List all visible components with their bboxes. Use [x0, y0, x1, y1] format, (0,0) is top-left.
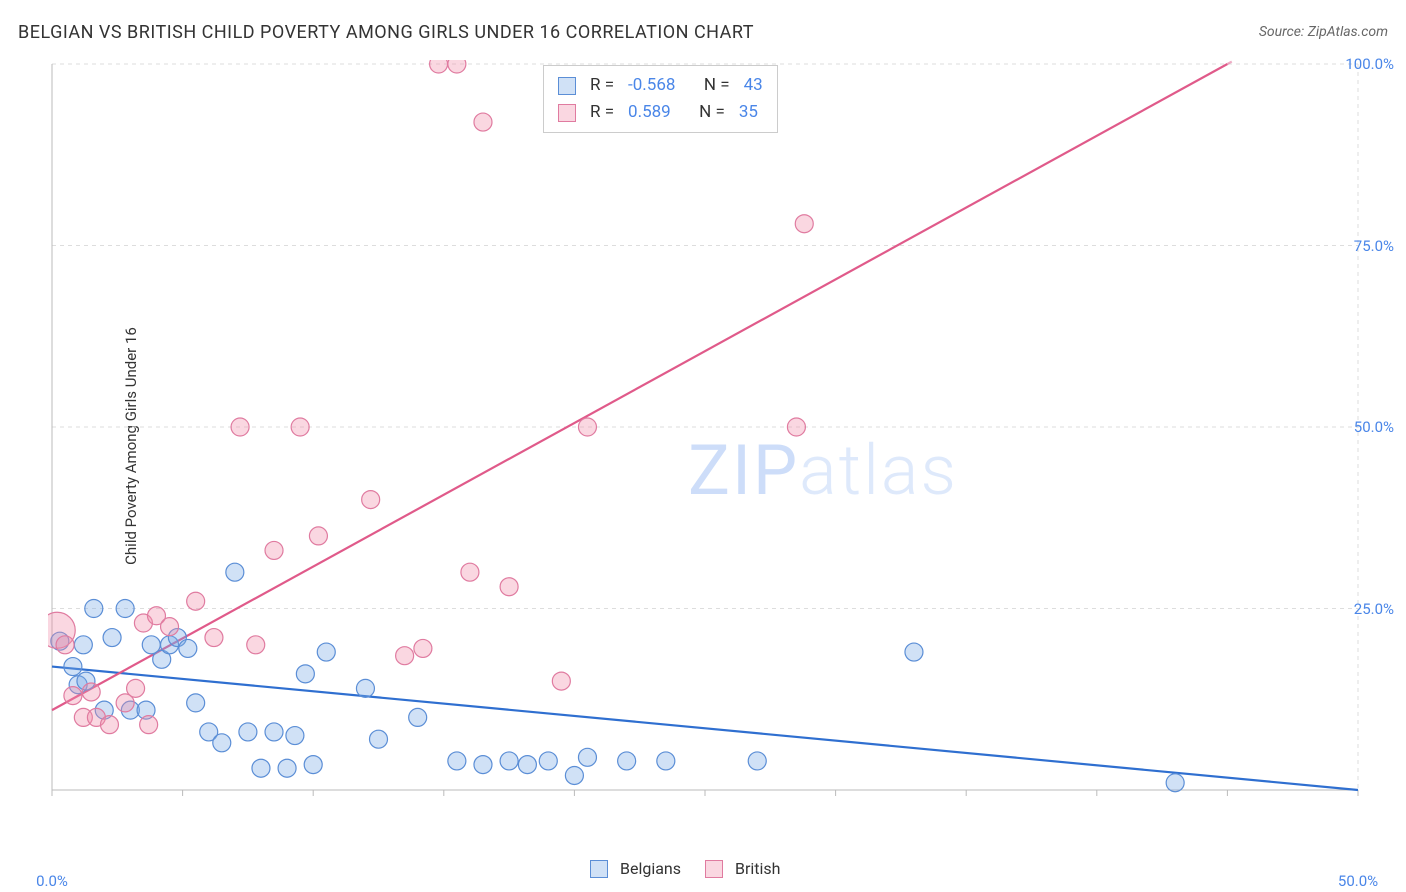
source-attribution: Source: ZipAtlas.com: [1259, 24, 1388, 40]
scatter-plot: [48, 60, 1388, 820]
corr-row-belgians: R = -0.568 N = 43: [558, 72, 763, 99]
n-label: N =: [699, 99, 725, 126]
legend-item-belgians: Belgians: [590, 859, 681, 878]
correlation-legend: R = -0.568 N = 43 R = 0.589 N = 35: [543, 65, 778, 133]
x-tick-label: 50.0%: [1338, 872, 1378, 890]
swatch-british: [558, 104, 576, 122]
y-tick-label: 25.0%: [1354, 600, 1394, 618]
n-label: N =: [704, 72, 730, 99]
series-legend: Belgians British: [590, 859, 781, 878]
swatch-belgians: [558, 77, 576, 95]
y-tick-label: 75.0%: [1354, 237, 1394, 255]
legend-label-belgians: Belgians: [620, 859, 681, 878]
r-value-belgians: -0.568: [628, 72, 675, 99]
n-value-british: 35: [739, 99, 758, 126]
legend-swatch-british: [705, 860, 723, 878]
y-tick-label: 50.0%: [1354, 418, 1394, 436]
legend-item-british: British: [705, 859, 780, 878]
y-tick-label: 100.0%: [1345, 55, 1394, 73]
r-label: R =: [590, 72, 614, 99]
page-title: BELGIAN VS BRITISH CHILD POVERTY AMONG G…: [18, 22, 754, 43]
r-label: R =: [590, 99, 614, 126]
r-value-british: 0.589: [628, 99, 671, 126]
legend-swatch-belgians: [590, 860, 608, 878]
n-value-belgians: 43: [744, 72, 763, 99]
x-tick-label: 0.0%: [36, 872, 68, 890]
chart-area: ZIPatlas R = -0.568 N = 43 R = 0.589 N =…: [48, 60, 1388, 820]
corr-row-british: R = 0.589 N = 35: [558, 99, 763, 126]
legend-label-british: British: [735, 859, 780, 878]
